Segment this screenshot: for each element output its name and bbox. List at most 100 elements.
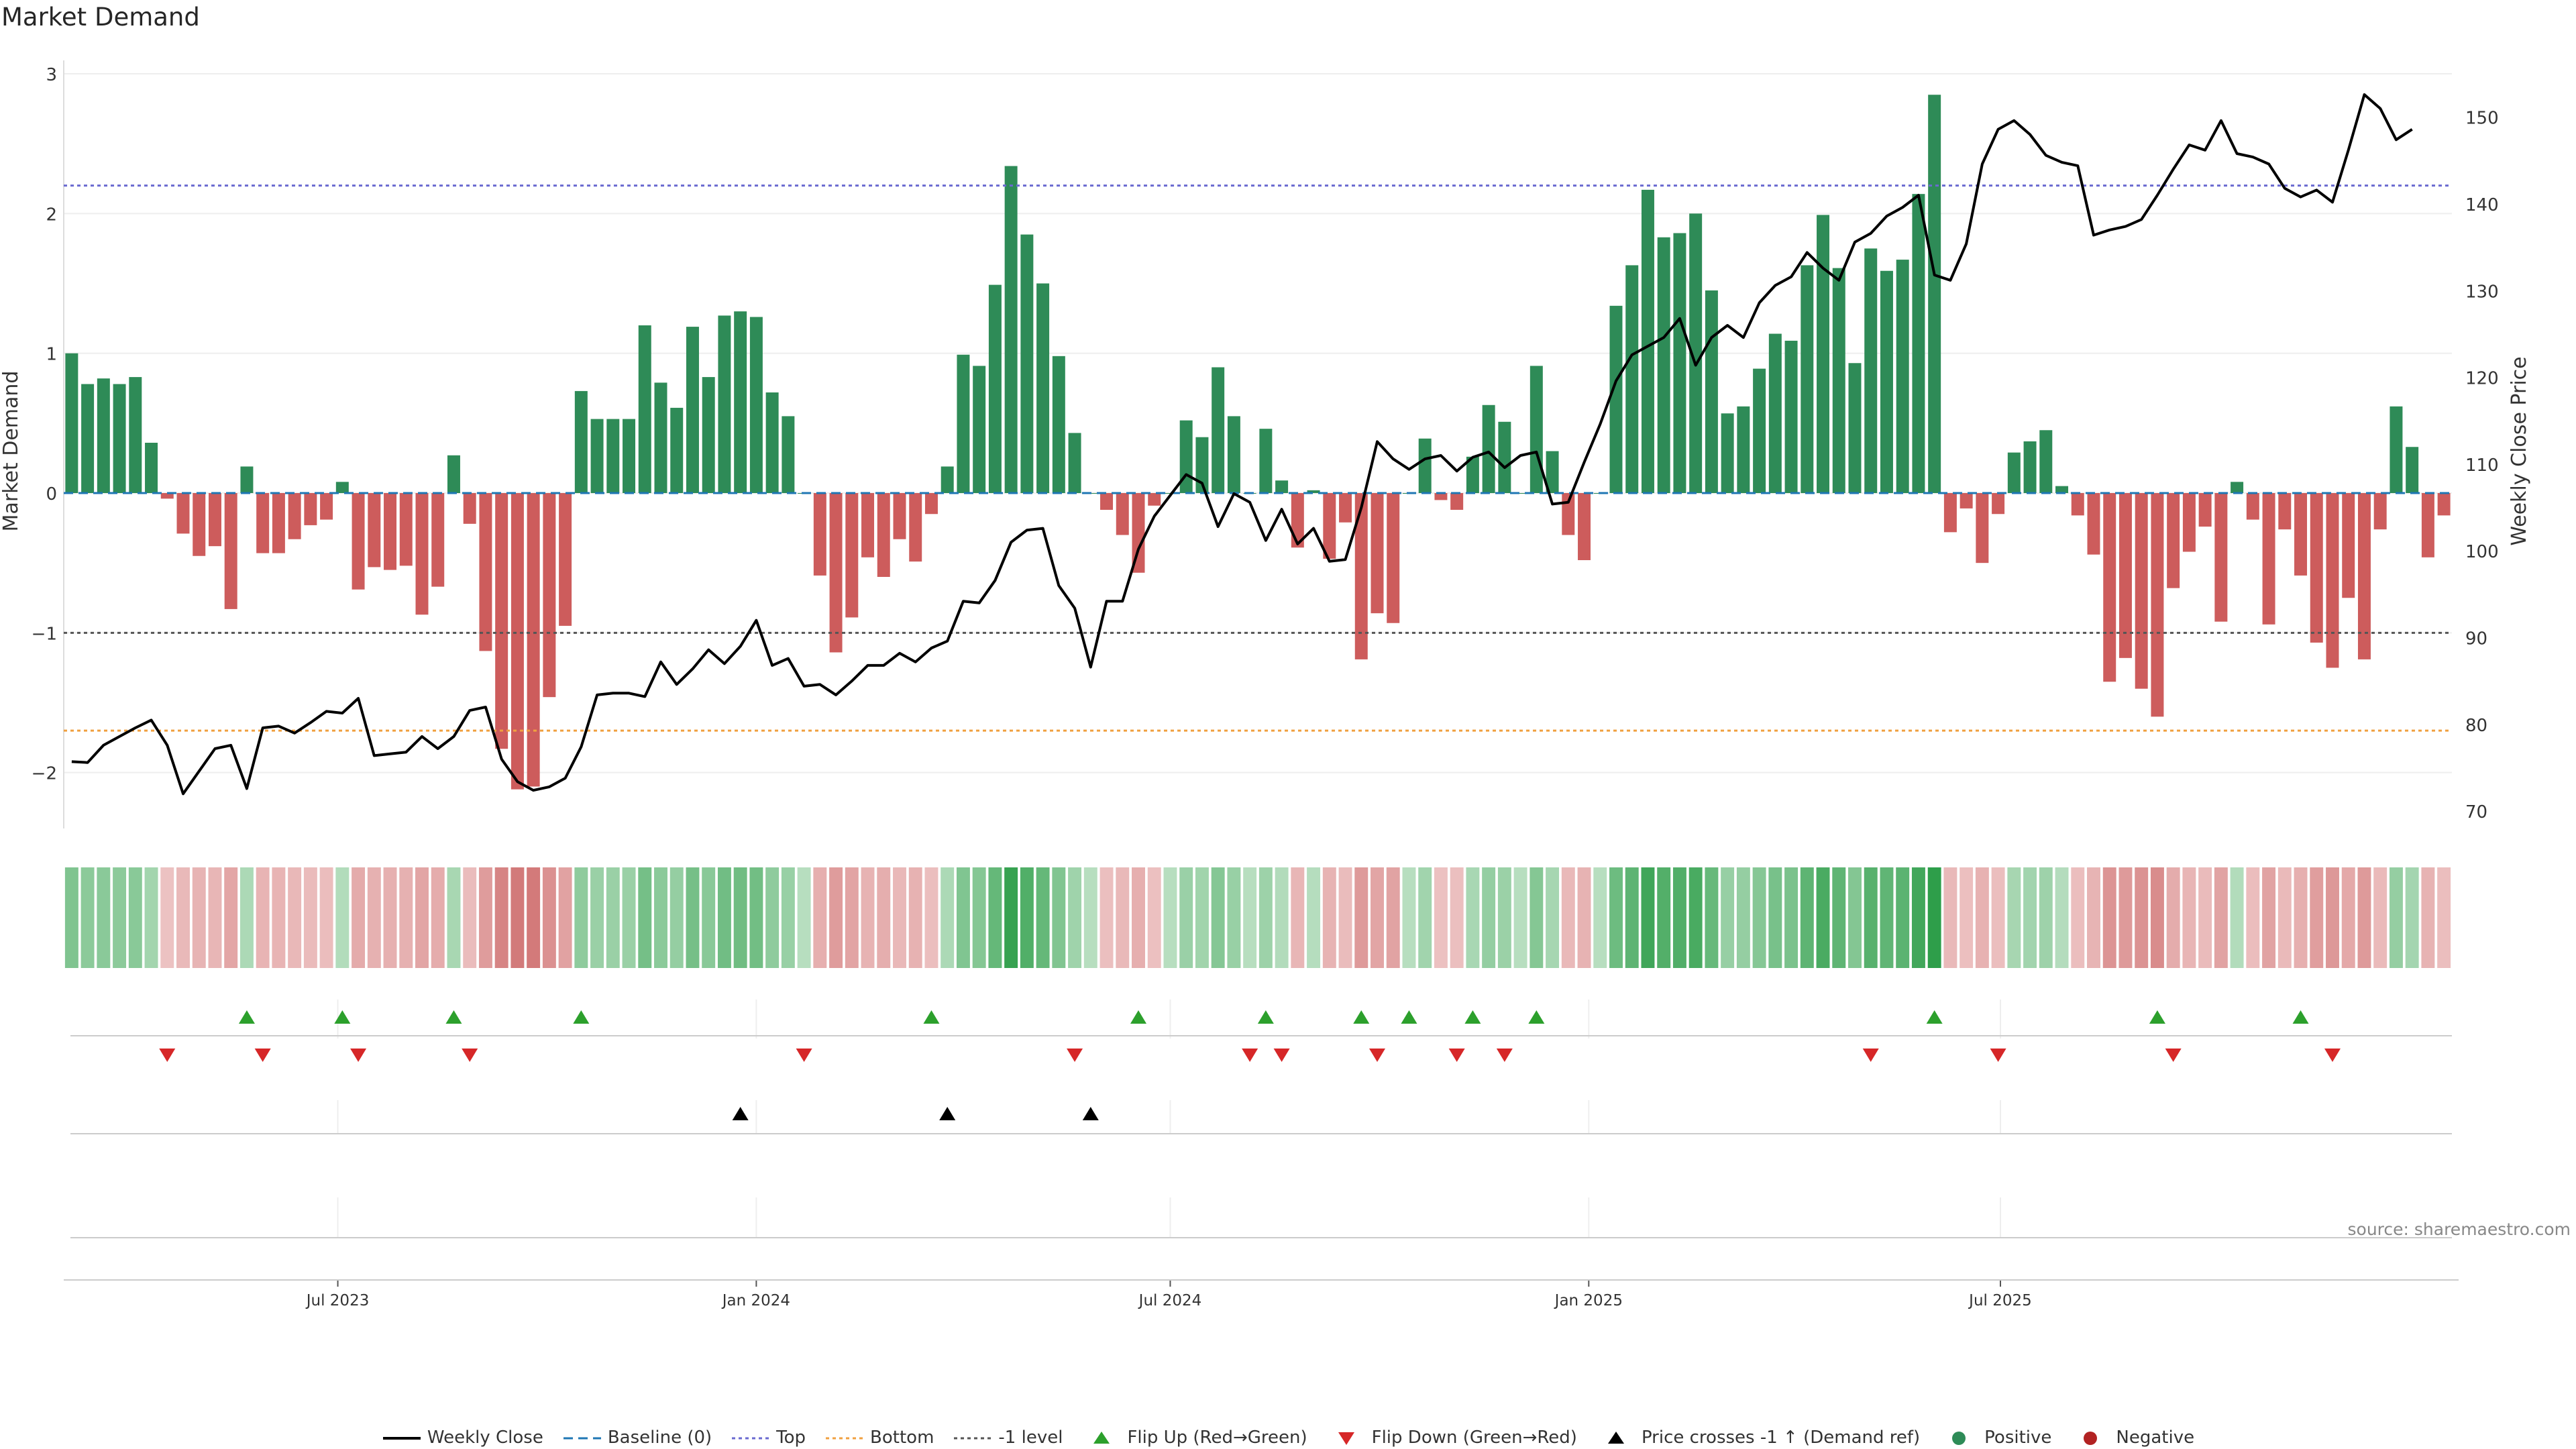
- demand-bar: [2421, 493, 2434, 557]
- heat-cell: [1641, 867, 1655, 968]
- legend-label: -1 level: [998, 1428, 1063, 1448]
- heat-cell: [2230, 867, 2244, 968]
- demand-bar: [861, 493, 875, 557]
- legend-label: Positive: [1984, 1428, 2052, 1448]
- demand-bar: [1227, 416, 1240, 493]
- heat-cell: [2310, 867, 2324, 968]
- demand-bar: [1354, 493, 1368, 659]
- heat-cell: [2214, 867, 2228, 968]
- source-note: source: sharemaestro.com: [2347, 1220, 2571, 1239]
- flip-up-marker: [1130, 1010, 1146, 1024]
- demand-bar: [1148, 493, 1161, 506]
- demand-bar: [2135, 493, 2148, 689]
- demand-bar: [623, 419, 636, 493]
- demand-bar: [65, 353, 78, 493]
- flip-up-marker: [1257, 1010, 1274, 1024]
- flip-down-marker: [254, 1049, 271, 1062]
- flip-up-marker: [2149, 1010, 2165, 1024]
- demand-bar: [1817, 215, 1830, 493]
- demand-bar: [1784, 340, 1798, 493]
- demand-bar: [2007, 452, 2021, 493]
- demand-bar: [1434, 493, 1448, 500]
- demand-bar: [1896, 260, 1909, 493]
- demand-bar: [765, 392, 779, 493]
- demand-bar: [1753, 368, 1766, 493]
- heat-cell: [2198, 867, 2212, 968]
- heat-cell: [415, 867, 429, 968]
- flip-up-marker: [2292, 1010, 2309, 1024]
- demand-bar: [2039, 430, 2053, 493]
- legend-item: Baseline (0): [562, 1428, 712, 1448]
- legend-label: Flip Down (Green→Red): [1371, 1428, 1577, 1448]
- heat-cell: [956, 867, 970, 968]
- legend-swatch-icon: [1607, 1431, 1624, 1444]
- left-tick-label: 3: [46, 65, 57, 85]
- demand-bar: [384, 493, 397, 570]
- demand-bar: [1418, 438, 1432, 493]
- demand-bar: [160, 493, 174, 499]
- legend-swatch-icon: [2084, 1431, 2098, 1445]
- heat-cell: [2421, 867, 2435, 968]
- demand-bar: [2406, 447, 2419, 493]
- heat-cell: [2389, 867, 2403, 968]
- heat-cell: [686, 867, 700, 968]
- legend: Weekly Close Baseline (0) Top Bottom -1 leve…: [0, 1428, 2576, 1448]
- heat-cell: [2166, 867, 2180, 968]
- heat-cell: [352, 867, 366, 968]
- demand-bar: [1195, 437, 1209, 493]
- heat-cell: [781, 867, 795, 968]
- heat-cell: [1848, 867, 1862, 968]
- legend-item: Negative: [2070, 1428, 2194, 1448]
- demand-bar: [97, 378, 110, 493]
- demand-bar: [543, 493, 556, 698]
- heat-cell: [1450, 867, 1464, 968]
- heat-cell: [2118, 867, 2133, 968]
- demand-bar: [352, 493, 365, 590]
- demand-bar: [256, 493, 270, 553]
- demand-bar: [559, 493, 572, 626]
- heat-cell: [558, 867, 572, 968]
- demand-bar: [1801, 265, 1814, 493]
- price-cross-marker: [1082, 1107, 1099, 1120]
- demand-bar: [1116, 493, 1129, 535]
- demand-bar: [240, 466, 254, 493]
- heat-cell: [1911, 867, 1925, 968]
- heat-cell: [1927, 867, 1941, 968]
- flip-down-marker: [1862, 1049, 1879, 1062]
- heat-cell: [1195, 867, 1209, 968]
- heat-cell: [1752, 867, 1766, 968]
- demand-bar: [718, 315, 731, 493]
- demand-bar: [941, 466, 954, 493]
- demand-bar: [1943, 493, 1957, 533]
- flip-up-marker: [1353, 1010, 1370, 1024]
- heat-cell: [1577, 867, 1591, 968]
- heat-cell: [1657, 867, 1671, 968]
- demand-bar: [2231, 482, 2244, 493]
- heat-cell: [1243, 867, 1257, 968]
- right-tick-label: 130: [2465, 282, 2499, 302]
- flip-up-marker: [573, 1010, 590, 1024]
- heat-cell: [97, 867, 111, 968]
- heat-cell: [2102, 867, 2116, 968]
- demand-bar: [2118, 493, 2132, 658]
- flip-down-marker: [1242, 1049, 1258, 1062]
- demand-bar: [654, 382, 667, 493]
- heat-cell: [1036, 867, 1050, 968]
- right-tick-label: 110: [2465, 455, 2499, 476]
- demand-bar: [734, 311, 747, 493]
- demand-bar: [81, 384, 95, 493]
- demand-bar: [2262, 493, 2275, 625]
- demand-bar: [1387, 493, 1400, 623]
- demand-bar: [893, 493, 906, 539]
- demand-bar: [2071, 493, 2084, 516]
- heat-cell: [2071, 867, 2085, 968]
- flip-up-marker: [445, 1010, 462, 1024]
- heat-cell: [2135, 867, 2149, 968]
- demand-bar: [1657, 237, 1670, 493]
- heat-cell: [1354, 867, 1368, 968]
- right-tick-label: 80: [2465, 716, 2487, 736]
- demand-bar: [1020, 234, 1034, 493]
- right-tick-label: 100: [2465, 542, 2499, 562]
- demand-bar: [2246, 493, 2259, 520]
- demand-bar: [1259, 429, 1273, 493]
